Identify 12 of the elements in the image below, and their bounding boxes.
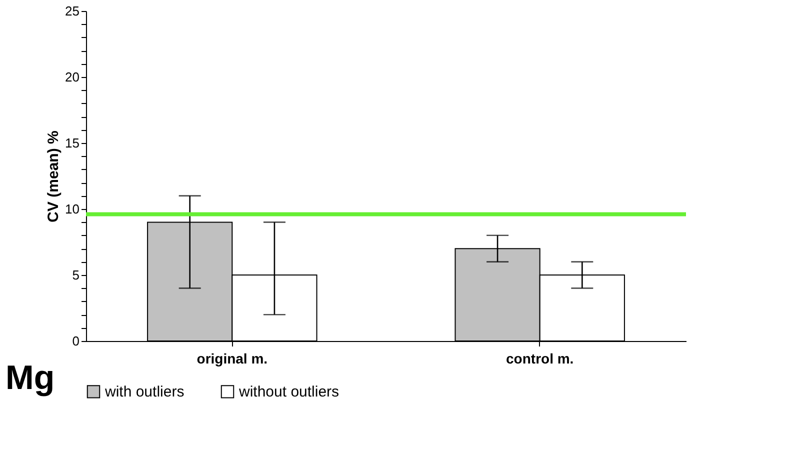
y-tick-label: 10 [65,202,80,216]
text: Mg [6,359,55,397]
y-tick-label: 20 [65,70,80,84]
y-tick-label: 15 [65,136,80,150]
y-tick-label: 25 [65,4,80,18]
y-tick-label: 5 [72,268,80,282]
y-axis-title: CV (mean) % [45,130,62,222]
legend-label: with outliers [104,384,184,401]
legend-label: without outliers [238,384,340,401]
x-tick-label: control m. [506,350,574,366]
y-tick-label: 0 [72,334,80,348]
x-tick-label: original m. [196,350,268,366]
